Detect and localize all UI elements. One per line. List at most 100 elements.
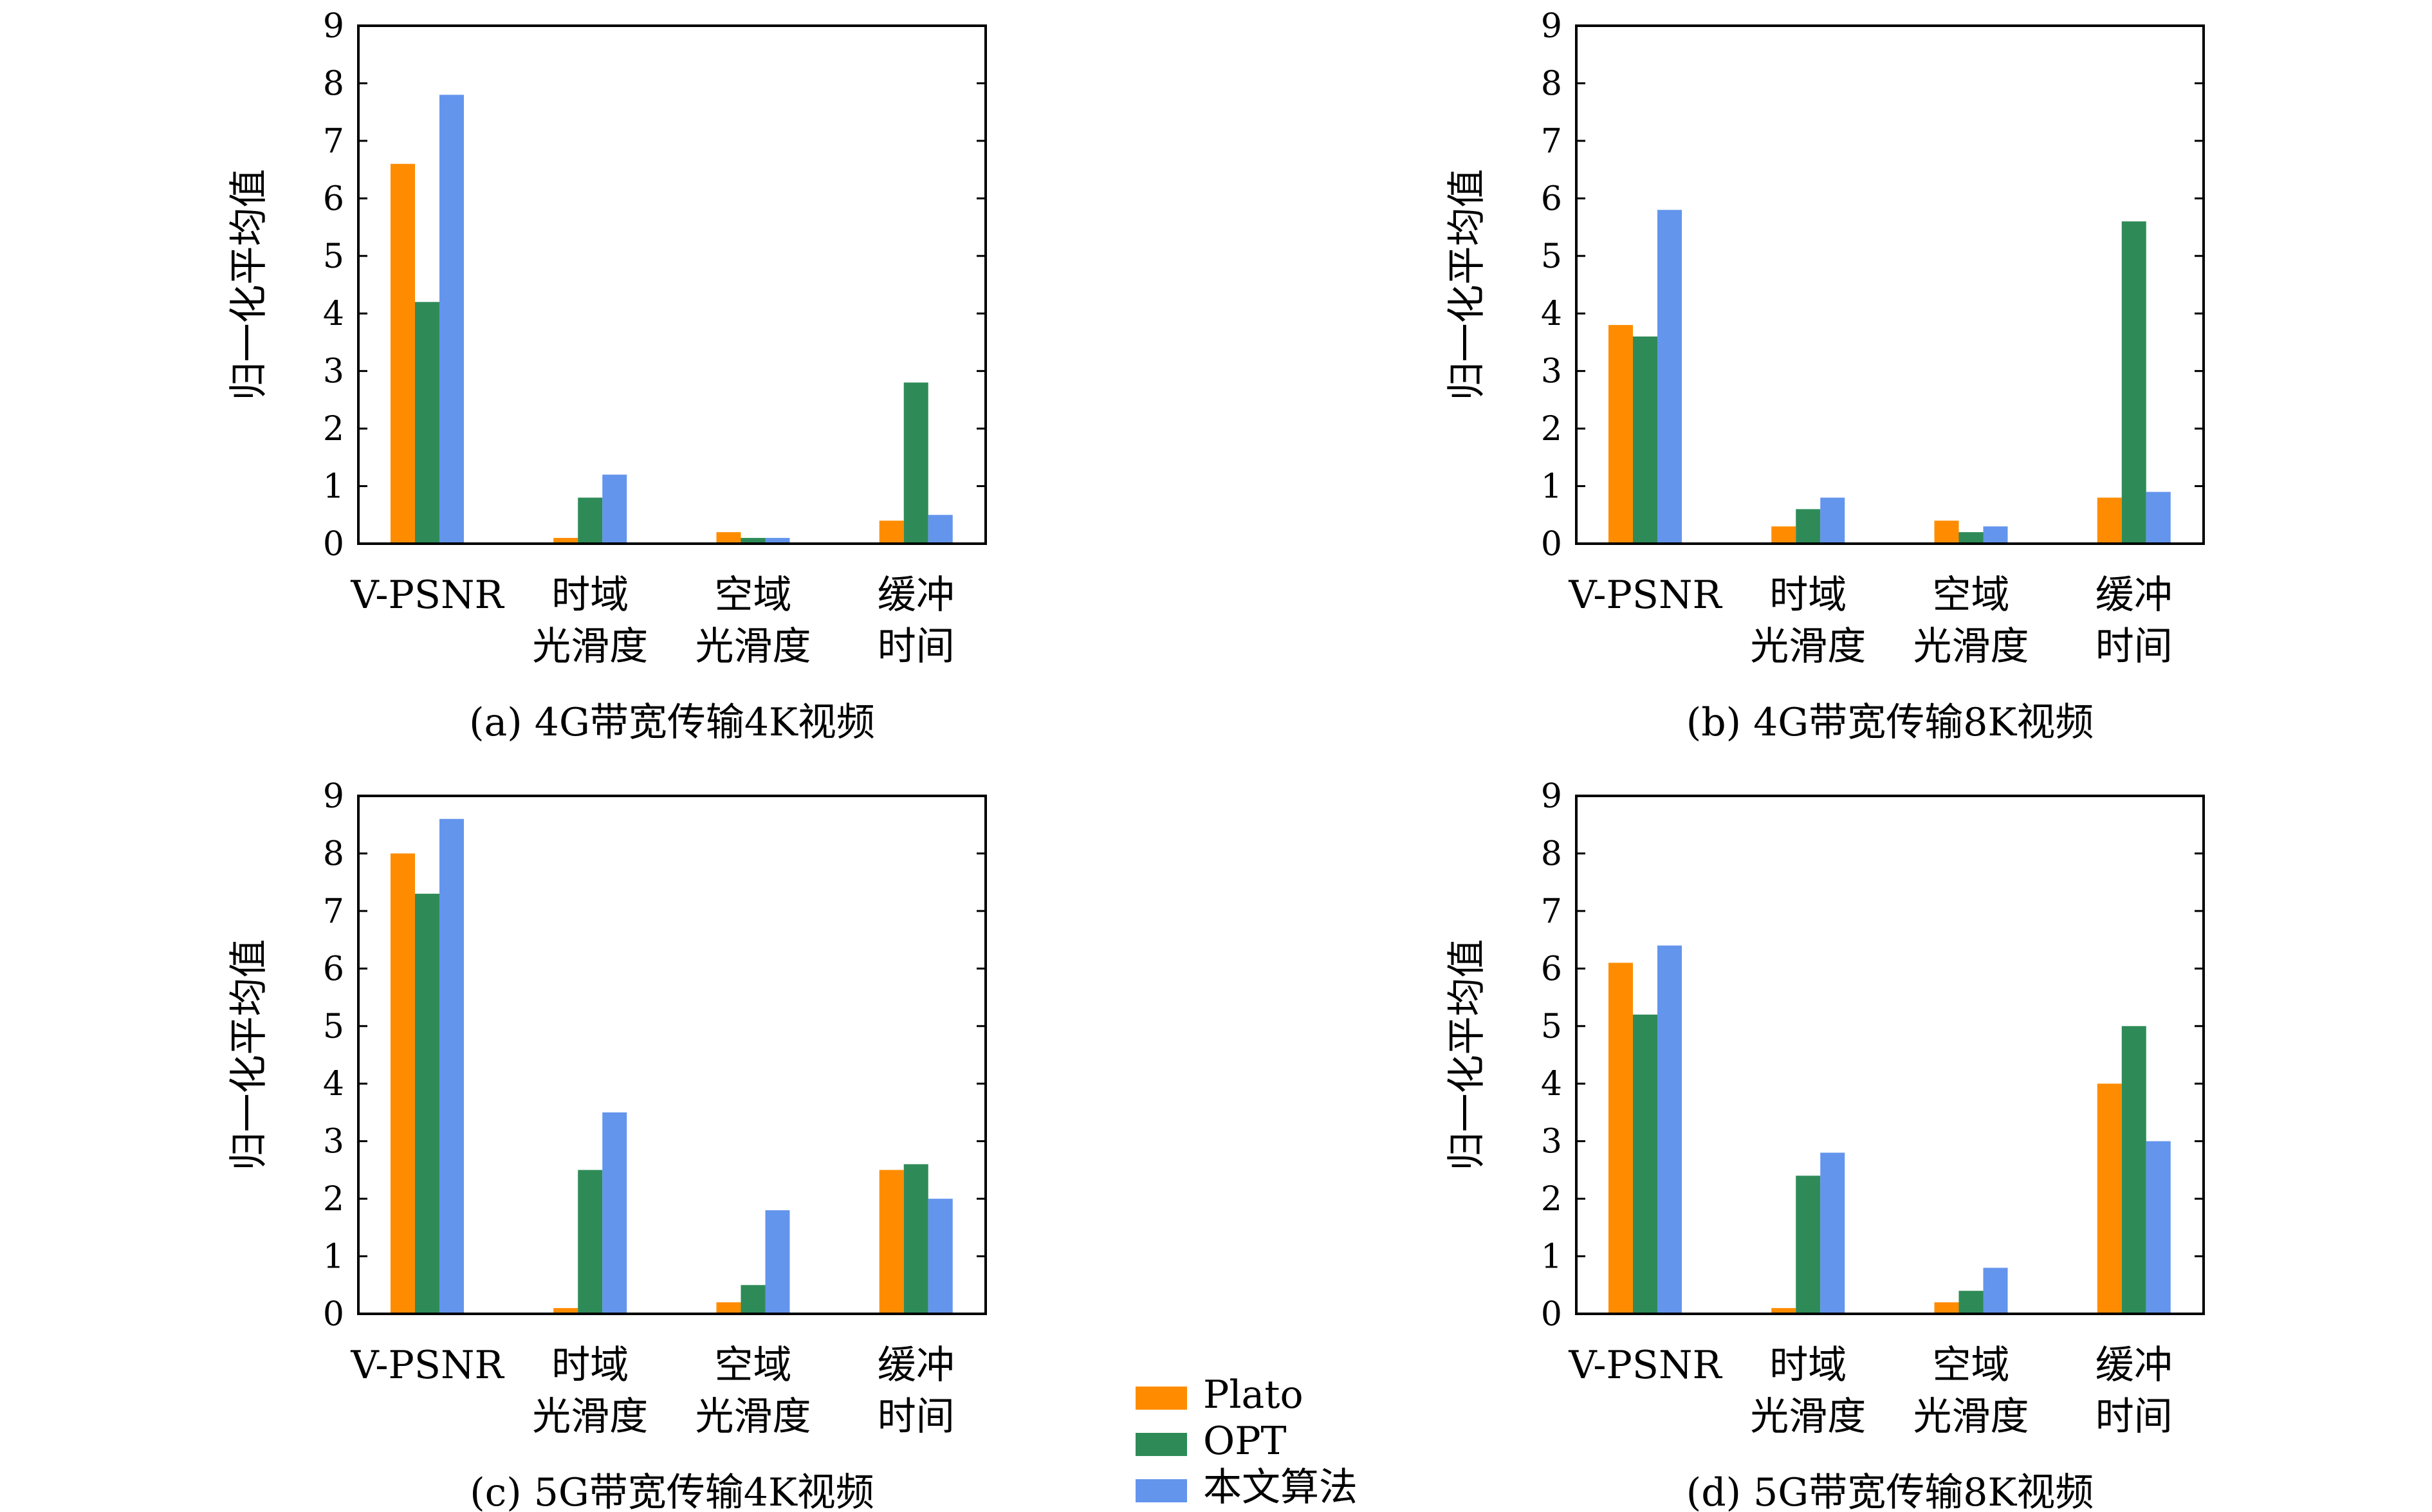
bar-plato-buffer-time [879,521,904,544]
bar-opt-temporal-smoothness [1796,1175,1821,1314]
x-category-label-buffer-time: 缓冲时间 [878,1343,955,1439]
y-tick-label: 2 [323,410,344,448]
y-tick-label: 4 [1541,295,1562,333]
bar-opt-temporal-smoothness [1796,509,1821,544]
y-tick-label: 6 [323,180,344,218]
x-category-label-v-psnr: V-PSNR [350,1343,504,1388]
y-tick-label: 3 [1541,353,1562,391]
legend-label: OPT [1203,1419,1287,1464]
y-tick-label: 6 [1541,950,1562,988]
y-tick-label: 8 [323,64,344,103]
bar-opt-spatial-smoothness [741,1285,766,1314]
bar-ours-v-psnr [439,818,464,1314]
y-tick-label: 7 [1541,122,1562,161]
y-tick-label: 9 [1541,777,1562,816]
y-tick-label: 7 [323,122,344,161]
plot-frame [1575,24,2205,545]
panel-caption: (b) 4G带宽传输8K视频 [1686,700,2094,745]
chart-panel-3: 0 1 2 3 4 5 6 7 8 9 归一化平均值 V-PSNR 时域光滑度空域光滑度缓冲时间(c) … [226,777,987,1512]
bar-plato-spatial-smoothness [716,1302,741,1314]
y-tick-label: 4 [323,1065,344,1103]
y-tick-label: 3 [323,353,344,391]
y-tick-label: 4 [323,295,344,333]
y-tick-label: 4 [1541,1065,1562,1103]
chart-panel-4: 0 1 2 3 4 5 6 7 8 9 归一化平均值 V-PSNR 时域光滑度空域光滑度缓冲时间(d) … [1444,777,2205,1512]
legend-swatch [1136,1433,1187,1456]
y-tick-label: 5 [1541,237,1562,276]
x-category-label-spatial-smoothness: 空域光滑度 [695,573,811,669]
bar-opt-buffer-time [903,1164,928,1314]
y-tick-label: 6 [1541,180,1562,218]
y-tick-label: 7 [323,892,344,931]
chart-panel-2: 0 1 2 3 4 5 6 7 8 9 归一化平均值 V-PSNR 时域光滑度空域光滑度缓冲时间(b) … [1444,7,2205,745]
bar-plato-spatial-smoothness [716,532,741,544]
y-tick-label: 1 [323,468,344,506]
bar-ours-spatial-smoothness [1983,526,2008,544]
y-tick-label: 2 [1541,410,1562,448]
plot-frame [357,24,987,545]
bar-plato-temporal-smoothness [553,1308,578,1314]
y-tick-label: 2 [323,1180,344,1219]
x-category-label-temporal-smoothness: 时域光滑度 [532,573,648,669]
x-category-label-buffer-time: 缓冲时间 [2096,573,2173,669]
y-tick-label: 1 [1541,468,1562,506]
plot-frame [357,795,987,1315]
bar-ours-buffer-time [2146,492,2171,544]
bar-ours-spatial-smoothness [1983,1268,2008,1314]
bar-ours-temporal-smoothness [1820,1152,1845,1314]
y-tick-label: 9 [1541,7,1562,46]
bar-plato-buffer-time [2097,497,2122,544]
bar-ours-buffer-time [2146,1141,2171,1314]
x-category-label-buffer-time: 缓冲时间 [878,573,955,669]
plot-frame [1575,795,2205,1315]
y-tick-label: 5 [323,1008,344,1046]
legend-label: 本文算法 [1203,1465,1358,1510]
bar-ours-spatial-smoothness [765,538,790,544]
y-tick-label: 9 [323,7,344,46]
y-tick-label: 3 [323,1123,344,1161]
legend-swatch [1136,1387,1187,1410]
bar-ours-buffer-time [928,515,953,544]
bar-ours-temporal-smoothness [1820,497,1845,544]
bar-opt-spatial-smoothness [741,538,766,544]
panel-caption: (a) 4G带宽传输4K视频 [469,700,875,745]
bar-opt-buffer-time [2121,1026,2146,1314]
bar-ours-v-psnr [1657,945,1682,1314]
bar-plato-v-psnr [1608,963,1633,1314]
bar-plato-v-psnr [391,163,415,544]
y-tick-label: 9 [323,777,344,816]
x-category-label-spatial-smoothness: 空域光滑度 [1913,573,2029,669]
bar-opt-buffer-time [2121,221,2146,544]
bar-opt-v-psnr [1633,337,1657,544]
y-tick-label: 5 [1541,1008,1562,1046]
y-tick-label: 0 [323,525,344,564]
y-tick-label: 0 [323,1295,344,1334]
bar-plato-v-psnr [1608,325,1633,544]
x-category-label-spatial-smoothness: 空域光滑度 [1913,1343,2029,1439]
bar-ours-v-psnr [1657,210,1682,544]
bar-opt-spatial-smoothness [1958,532,1984,544]
bar-ours-buffer-time [928,1199,953,1314]
x-category-label-temporal-smoothness: 时域光滑度 [1750,573,1866,669]
y-tick-label: 6 [323,950,344,988]
x-category-label-buffer-time: 缓冲时间 [2096,1343,2173,1439]
panel-caption: (d) 5G带宽传输8K视频 [1686,1470,2094,1512]
panel-caption: (c) 5G带宽传输4K视频 [470,1470,874,1512]
chart-panel-1: 0 1 2 3 4 5 6 7 8 9 归一化平均值 V-PSNR 时域光滑度空域光滑度缓冲时间(a) … [226,7,987,745]
bar-plato-spatial-smoothness [1934,1302,1959,1314]
y-tick-label: 3 [1541,1123,1562,1161]
bar-opt-spatial-smoothness [1958,1291,1984,1314]
y-axis-label: 归一化平均值 [226,939,272,1171]
bar-plato-v-psnr [391,853,415,1314]
bar-opt-temporal-smoothness [578,497,603,544]
bar-ours-temporal-smoothness [602,1112,627,1314]
bar-opt-v-psnr [1633,1014,1657,1314]
y-axis-label: 归一化平均值 [1444,169,1489,401]
y-tick-label: 2 [1541,1180,1562,1219]
y-tick-label: 7 [1541,892,1562,931]
bar-opt-temporal-smoothness [578,1170,603,1314]
bar-plato-temporal-smoothness [1771,526,1796,544]
x-category-label-v-psnr: V-PSNR [1568,1343,1722,1388]
